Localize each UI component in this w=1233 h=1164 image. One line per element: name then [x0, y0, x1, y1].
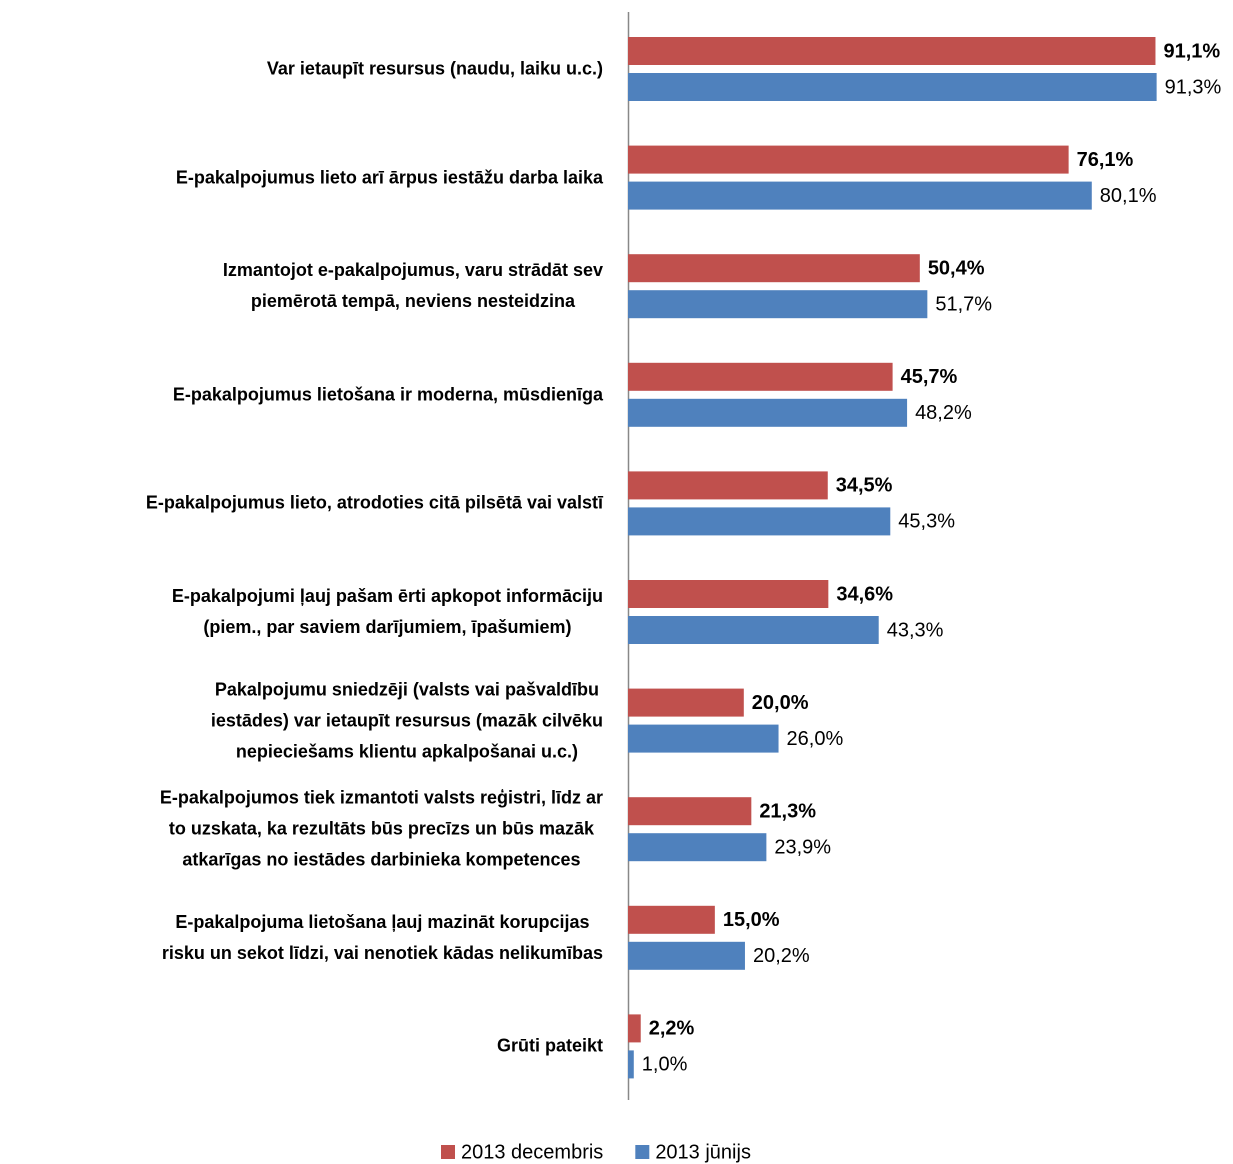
- value-label: 26,0%: [787, 728, 844, 750]
- value-label: 43,3%: [887, 619, 944, 641]
- value-label: 91,3%: [1165, 76, 1222, 98]
- category-label: E-pakalpojumus lietošana ir moderna, mūs…: [172, 384, 603, 405]
- category-label: Pakalpojumu sniedzēji (valsts vai pašval…: [210, 679, 603, 762]
- bar: [628, 181, 1092, 210]
- value-label: 45,3%: [898, 511, 955, 533]
- bar: [628, 37, 1156, 65]
- value-label: 2,2%: [649, 1018, 695, 1040]
- bar: [628, 507, 891, 536]
- category-label: Grūti pateikt: [496, 1035, 603, 1056]
- bar: [628, 833, 767, 862]
- value-label: 21,3%: [759, 800, 816, 822]
- value-label: 34,6%: [836, 583, 893, 605]
- bar: [628, 797, 752, 826]
- value-label: 15,0%: [723, 909, 780, 931]
- value-label: 51,7%: [935, 293, 992, 315]
- bar: [628, 1050, 634, 1079]
- value-label: 23,9%: [774, 836, 831, 858]
- bar: [628, 398, 908, 427]
- category-label: E-pakalpojumus lieto arī ārpus iestāžu d…: [175, 167, 603, 188]
- category-label: E-pakalpojuma lietošana ļauj mazināt kor…: [161, 911, 603, 963]
- value-label: 1,0%: [642, 1054, 688, 1076]
- bar: [628, 1014, 641, 1043]
- category-label: E-pakalpojumus lieto, atrodoties citā pi…: [145, 492, 603, 513]
- value-label: 20,0%: [752, 692, 809, 714]
- bar: [628, 290, 928, 319]
- legend-label: 2013 decembris: [461, 1141, 603, 1163]
- bar: [628, 688, 744, 717]
- value-label: 45,7%: [901, 366, 958, 388]
- value-label: 48,2%: [915, 402, 972, 424]
- bar: [628, 362, 893, 391]
- bar: [628, 905, 715, 934]
- category-label: Var ietaupīt resursus (naudu, laiku u.c.…: [266, 58, 603, 79]
- value-label: 80,1%: [1100, 185, 1157, 207]
- bar: [628, 941, 745, 970]
- category-label: E-pakalpojumos tiek izmantoti valsts reģ…: [159, 787, 603, 870]
- bar: [628, 724, 779, 753]
- bar: [628, 254, 920, 283]
- category-label: Izmantojot e-pakalpojumus, varu strādāt …: [222, 260, 603, 312]
- legend-swatch: [635, 1145, 650, 1159]
- value-label: 50,4%: [928, 257, 985, 279]
- value-label: 76,1%: [1077, 149, 1134, 171]
- value-label: 34,5%: [836, 475, 893, 497]
- bar: [628, 616, 879, 644]
- legend-label: 2013 jūnijs: [655, 1141, 751, 1163]
- category-label: E-pakalpojumi ļauj pašam ērti apkopot in…: [171, 586, 603, 637]
- bar: [628, 73, 1157, 101]
- legend-swatch: [441, 1145, 455, 1159]
- value-label: 91,1%: [1163, 40, 1220, 62]
- bar: [628, 471, 828, 500]
- value-label: 20,2%: [753, 945, 810, 967]
- bar: [628, 145, 1069, 174]
- bar: [628, 580, 829, 608]
